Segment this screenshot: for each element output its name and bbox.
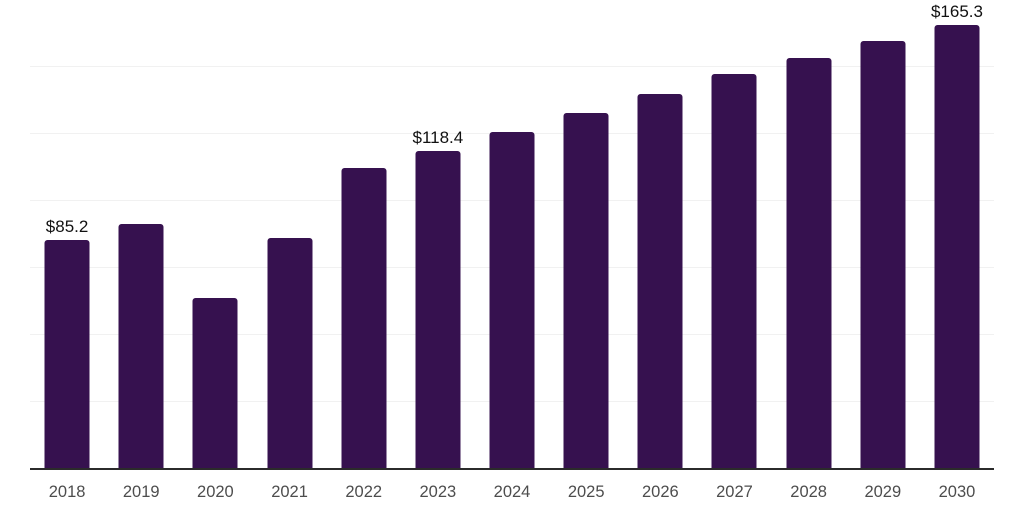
bar-2018	[44, 239, 90, 468]
bar-slot-2026	[623, 1, 697, 468]
value-label-2018: $85.2	[45, 216, 89, 236]
bar-slot-2019	[104, 1, 178, 468]
x-axis-labels: 2018 2019 2020 2021 2022 2023 2024 2025 2026 2027…	[30, 484, 994, 501]
plot-area: $85.2 $118.4 $165.3	[30, 1, 994, 470]
x-tick-label-2024: 2024	[493, 483, 531, 501]
x-tick-label-2023: 2023	[419, 483, 457, 501]
x-tick-label-2028: 2028	[790, 483, 827, 501]
x-tick-label-2022: 2022	[345, 483, 383, 501]
bar-slot-2024	[475, 1, 549, 468]
bar-slot-2020	[178, 1, 252, 468]
bar-2025	[563, 112, 609, 468]
x-tick-label-2018: 2018	[48, 483, 86, 501]
x-tick-label-2020: 2020	[197, 483, 234, 501]
bar-2026	[637, 93, 683, 468]
bar-slot-2021	[252, 1, 326, 468]
bar-2030	[934, 25, 980, 468]
x-tick-label-2030: 2030	[938, 483, 976, 501]
value-label-2023: $118.4	[412, 127, 464, 147]
x-tick-label-2027: 2027	[716, 483, 753, 501]
x-tick-label-2026: 2026	[641, 483, 679, 501]
bar-2022	[341, 167, 387, 468]
bar-2019	[118, 224, 164, 468]
bar-2021	[267, 237, 313, 468]
gridline-150	[30, 66, 994, 67]
x-tick-label-2019: 2019	[122, 483, 160, 501]
value-label-2030: $165.3	[930, 2, 983, 21]
bar-2020	[192, 297, 238, 468]
x-tick-label-2021: 2021	[271, 483, 308, 501]
bar-2027	[711, 74, 757, 468]
bar-slot-2029	[846, 1, 920, 468]
x-tick-label-2029: 2029	[864, 483, 902, 501]
bar-2024	[489, 131, 535, 468]
bar-slot-2025	[549, 1, 623, 468]
bar-slot-2028	[772, 1, 846, 468]
bar-slot-2027	[697, 1, 771, 468]
bar-2028	[786, 57, 832, 468]
bar-2023	[415, 150, 461, 468]
x-tick-label-2025: 2025	[567, 483, 605, 501]
bars-layer: $85.2 $118.4 $165.3	[30, 1, 994, 468]
bar-slot-2023: $118.4	[401, 1, 475, 468]
bar-slot-2030: $165.3	[920, 1, 994, 468]
bar-slot-2022	[327, 1, 401, 468]
bar-2029	[860, 40, 906, 468]
bar-slot-2018: $85.2	[30, 1, 104, 468]
